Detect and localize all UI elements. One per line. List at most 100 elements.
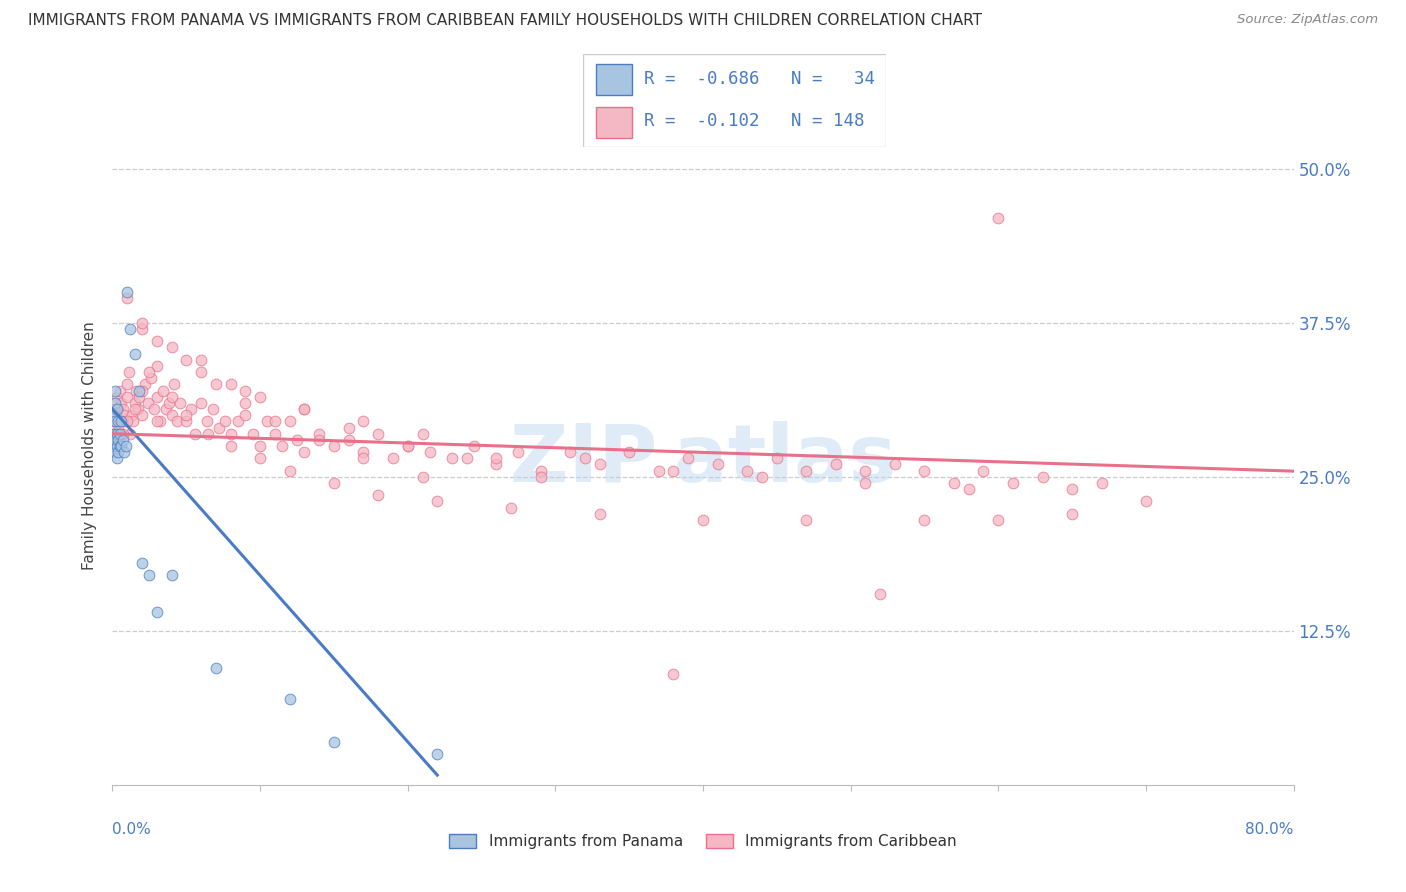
Point xyxy=(107,420,129,434)
Point xyxy=(647,464,671,478)
Point xyxy=(278,464,301,478)
Point xyxy=(485,458,508,472)
Point xyxy=(152,384,174,398)
Point xyxy=(292,402,315,417)
Point xyxy=(323,475,346,490)
Legend: Immigrants from Panama, Immigrants from Caribbean: Immigrants from Panama, Immigrants from … xyxy=(443,828,963,855)
Point xyxy=(146,606,169,620)
Point xyxy=(337,420,360,434)
Point xyxy=(117,377,138,392)
Point xyxy=(271,439,294,453)
Point xyxy=(108,414,131,428)
Point xyxy=(987,211,1010,225)
Point xyxy=(957,482,980,496)
Point xyxy=(111,433,134,447)
Point xyxy=(249,390,271,404)
Point xyxy=(292,445,315,459)
Point xyxy=(138,568,160,582)
Point xyxy=(558,445,582,459)
Point xyxy=(110,439,132,453)
Point xyxy=(1001,475,1024,490)
Point xyxy=(157,396,180,410)
Point xyxy=(103,439,125,453)
Point xyxy=(124,346,146,360)
Point xyxy=(103,426,125,441)
Point xyxy=(107,414,129,428)
Point xyxy=(160,390,183,404)
Point xyxy=(104,402,127,417)
Point xyxy=(155,402,177,417)
Point xyxy=(352,451,374,466)
Point xyxy=(124,402,146,417)
Point xyxy=(869,587,891,601)
Point xyxy=(426,747,449,761)
Point xyxy=(214,414,236,428)
Point xyxy=(737,464,759,478)
Point xyxy=(766,451,789,466)
Point xyxy=(114,414,136,428)
Point xyxy=(456,451,478,466)
Point xyxy=(233,408,256,422)
Point xyxy=(824,458,846,472)
Point xyxy=(131,316,153,330)
Point xyxy=(195,414,218,428)
Point xyxy=(751,470,773,484)
Point xyxy=(174,352,197,367)
Point xyxy=(105,433,128,447)
Point xyxy=(1062,482,1084,496)
Point xyxy=(463,439,485,453)
Point xyxy=(184,426,207,441)
Point xyxy=(120,426,142,441)
Point xyxy=(242,426,264,441)
Point xyxy=(574,451,596,466)
Point xyxy=(160,408,183,422)
Point xyxy=(120,322,142,336)
Point xyxy=(125,384,148,398)
Point xyxy=(104,414,127,428)
Point xyxy=(146,390,169,404)
Point xyxy=(396,439,419,453)
Point xyxy=(107,433,129,447)
Point xyxy=(134,377,156,392)
Point xyxy=(104,445,127,459)
Point xyxy=(529,464,551,478)
Point xyxy=(174,408,197,422)
Point xyxy=(529,470,551,484)
Point xyxy=(396,439,419,453)
Point xyxy=(323,735,346,749)
Point xyxy=(382,451,405,466)
Point xyxy=(1032,470,1054,484)
Point xyxy=(146,414,169,428)
Point xyxy=(441,451,464,466)
Point xyxy=(233,384,256,398)
Point xyxy=(122,414,145,428)
Point xyxy=(166,414,188,428)
Point xyxy=(197,426,219,441)
Point xyxy=(108,384,131,398)
Point xyxy=(588,507,610,521)
Point xyxy=(662,464,685,478)
Point xyxy=(108,414,131,428)
Bar xyxy=(596,107,631,138)
Point xyxy=(108,439,131,453)
Point xyxy=(249,439,271,453)
Point xyxy=(692,513,714,527)
Point xyxy=(112,445,135,459)
Point xyxy=(108,426,131,441)
Point xyxy=(264,414,287,428)
Point xyxy=(174,414,197,428)
Point xyxy=(104,384,127,398)
Point xyxy=(124,396,146,410)
Point xyxy=(205,661,228,675)
Point xyxy=(131,322,153,336)
Point xyxy=(987,513,1010,527)
Point xyxy=(107,402,129,417)
Point xyxy=(308,433,330,447)
Point xyxy=(104,414,127,428)
Point xyxy=(117,285,138,299)
Point xyxy=(110,396,132,410)
Point xyxy=(205,377,228,392)
Point xyxy=(226,414,249,428)
Point xyxy=(337,433,360,447)
Point xyxy=(105,439,128,453)
